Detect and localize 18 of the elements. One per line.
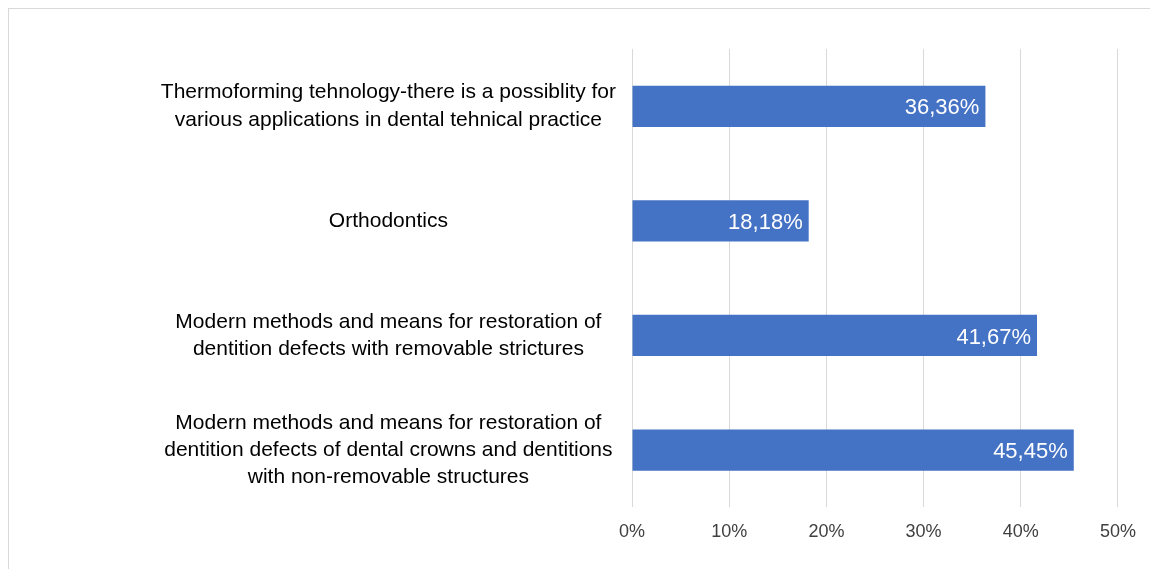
x-tick-label: 50%: [1099, 521, 1136, 542]
x-tick-label: 20%: [808, 521, 845, 542]
x-tick-label: 40%: [1002, 521, 1039, 542]
bar: [632, 200, 809, 242]
x-tick-label: 10%: [711, 521, 748, 542]
data-label: 41,67%: [956, 323, 1032, 349]
data-label: 45,45%: [993, 438, 1068, 464]
y-tick-label: Modern methods and means for restoration of dentition defects of dental crowns and dentitions with non-removable structures: [164, 409, 613, 488]
data-label: 18,18%: [728, 208, 803, 234]
y-tick-label: Thermoforming tehnology-there is a possiblity for various applications in dental tehnical practice: [160, 79, 617, 130]
y-tick-label: Orthodontics: [328, 207, 448, 231]
bar: [632, 85, 986, 127]
bar: [632, 429, 1074, 471]
x-tick-label: 0%: [618, 521, 646, 542]
x-tick-label: 30%: [905, 521, 942, 542]
bar: [632, 314, 1038, 357]
y-tick-label: Modern methods and means for restoration of dentition defects with removable strictures: [175, 308, 602, 359]
data-label: 36,36%: [904, 94, 980, 120]
